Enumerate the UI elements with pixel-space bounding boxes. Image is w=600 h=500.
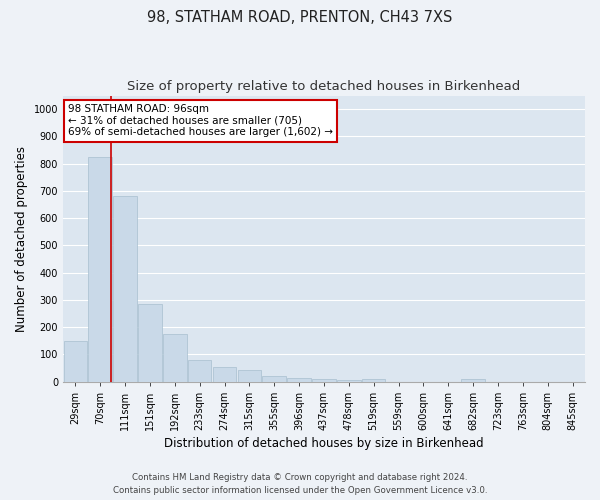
Bar — [213, 366, 236, 382]
Bar — [337, 380, 361, 382]
Bar — [287, 378, 311, 382]
Bar — [238, 370, 261, 382]
Bar — [88, 157, 112, 382]
Y-axis label: Number of detached properties: Number of detached properties — [15, 146, 28, 332]
Bar — [64, 341, 87, 382]
Text: 98, STATHAM ROAD, PRENTON, CH43 7XS: 98, STATHAM ROAD, PRENTON, CH43 7XS — [148, 10, 452, 25]
Bar — [138, 304, 162, 382]
Bar — [188, 360, 211, 382]
Bar — [312, 380, 336, 382]
Bar — [461, 379, 485, 382]
X-axis label: Distribution of detached houses by size in Birkenhead: Distribution of detached houses by size … — [164, 437, 484, 450]
Bar — [362, 380, 385, 382]
Bar — [163, 334, 187, 382]
Text: Contains HM Land Registry data © Crown copyright and database right 2024.
Contai: Contains HM Land Registry data © Crown c… — [113, 474, 487, 495]
Bar — [113, 196, 137, 382]
Bar — [262, 376, 286, 382]
Text: 98 STATHAM ROAD: 96sqm
← 31% of detached houses are smaller (705)
69% of semi-de: 98 STATHAM ROAD: 96sqm ← 31% of detached… — [68, 104, 333, 138]
Title: Size of property relative to detached houses in Birkenhead: Size of property relative to detached ho… — [127, 80, 521, 93]
